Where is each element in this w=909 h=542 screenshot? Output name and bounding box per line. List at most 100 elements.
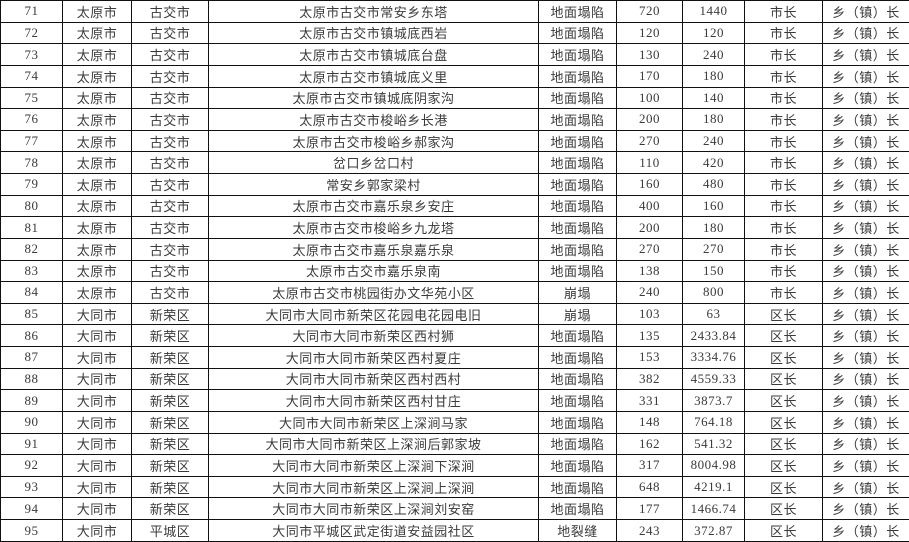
cell-district: 新荣区 <box>131 410 209 434</box>
cell-responsible-town-level: 乡（镇）长 <box>822 173 909 196</box>
cell-value-2: 180 <box>682 108 745 131</box>
cell-row-index: 86 <box>0 324 63 347</box>
cell-district: 古交市 <box>131 259 209 283</box>
cell-value-2: 140 <box>682 86 745 110</box>
cell-value-1: 240 <box>616 281 683 304</box>
cell-responsible-town-level: 乡（镇）长 <box>822 410 909 434</box>
cell-city: 太原市 <box>62 151 132 174</box>
table-row: 79 太原市 古交市 常安乡郭家梁村 地面塌陷 160 480 市长 乡（镇）长 <box>0 173 909 196</box>
cell-city: 太原市 <box>62 129 132 153</box>
cell-district: 古交市 <box>131 194 209 218</box>
cell-responsible-city-level: 区长 <box>744 367 823 391</box>
cell-responsible-town-level: 乡（镇）长 <box>822 194 909 218</box>
cell-row-index: 84 <box>0 281 63 304</box>
cell-responsible-town-level: 乡（镇）长 <box>822 237 909 261</box>
table-row: 90 大同市 新荣区 大同市大同市新荣区上深涧马家 地面塌陷 148 764.18 区长 乡（镇… <box>0 410 909 434</box>
cell-value-1: 103 <box>616 302 683 326</box>
cell-responsible-city-level: 区长 <box>744 346 823 369</box>
cell-row-index: 73 <box>0 43 63 66</box>
cell-value-2: 480 <box>682 173 745 196</box>
cell-location: 太原市古交市桃园街办文华苑小区 <box>208 281 539 304</box>
cell-city: 太原市 <box>62 0 132 23</box>
cell-district: 古交市 <box>131 281 209 304</box>
table-row: 94 大同市 新荣区 大同市大同市新荣区上深涧刘安窑 地面塌陷 177 1466.74 区长乡… <box>0 497 909 520</box>
cell-hazard-type: 地面塌陷 <box>538 475 617 499</box>
cell-hazard-type: 地面塌陷 <box>538 367 617 391</box>
cell-city: 大同市 <box>62 497 132 520</box>
table-row: 87 大同市 新荣区 大同市大同市新荣区西村夏庄 地面塌陷 153 3334.76 区长 乡（镇… <box>0 346 909 369</box>
table-row: 86 大同市 新荣区 大同市大同市新荣区西村狮 地面塌陷 135 2433.84 区长 乡（镇）… <box>0 324 909 347</box>
cell-value-2: 541.32 <box>682 432 745 456</box>
cell-location: 太原市古交市镇城底义里 <box>208 64 539 88</box>
cell-district: 古交市 <box>131 86 209 110</box>
cell-responsible-town-level: 乡（镇）长 <box>822 497 909 520</box>
cell-city: 太原市 <box>62 43 132 66</box>
cell-location: 太原市古交市梭峪乡长港 <box>208 108 539 131</box>
cell-value-1: 270 <box>616 129 683 153</box>
cell-responsible-town-level: 乡（镇）长 <box>822 21 909 45</box>
cell-location: 大同市大同市新荣区上深涧刘安窑 <box>208 497 539 520</box>
cell-value-2: 420 <box>682 151 745 174</box>
table-row: 76 太原市 古交市 太原市古交市梭峪乡长港 地面塌陷 200 180 市长 乡（镇）长 <box>0 108 909 131</box>
cell-hazard-type: 地面塌陷 <box>538 108 617 131</box>
cell-district: 古交市 <box>131 21 209 45</box>
cell-hazard-type: 地面塌陷 <box>538 21 617 45</box>
cell-location: 大同市大同市新荣区上深涧上深涧 <box>208 475 539 499</box>
cell-value-1: 200 <box>616 108 683 131</box>
cell-value-1: 135 <box>616 324 683 347</box>
cell-value-2: 4559.33 <box>682 367 745 391</box>
cell-city: 大同市 <box>62 389 132 412</box>
table-row: 72 太原市 古交市 太原市古交市镇城底西岩 地面塌陷 120 120 市长 乡（镇）长 <box>0 21 909 45</box>
cell-value-2: 160 <box>682 194 745 218</box>
cell-value-1: 648 <box>616 475 683 499</box>
cell-value-1: 100 <box>616 86 683 110</box>
cell-row-index: 89 <box>0 389 63 412</box>
cell-city: 太原市 <box>62 108 132 131</box>
cell-district: 古交市 <box>131 43 209 66</box>
cell-value-1: 720 <box>616 0 683 23</box>
cell-location: 常安乡郭家梁村 <box>208 173 539 196</box>
cell-location: 太原市古交市镇城底西岩 <box>208 21 539 45</box>
cell-responsible-town-level: 乡（镇）长 <box>822 64 909 88</box>
cell-row-index: 85 <box>0 302 63 326</box>
cell-value-1: 317 <box>616 454 683 477</box>
cell-value-2: 800 <box>682 281 745 304</box>
cell-value-1: 110 <box>616 151 683 174</box>
cell-value-1: 120 <box>616 21 683 45</box>
cell-responsible-town-level: 乡（镇）长 <box>822 151 909 174</box>
cell-location: 岔口乡岔口村 <box>208 151 539 174</box>
cell-location: 大同市平城区武定街道安益园社区 <box>208 519 539 542</box>
cell-hazard-type: 地面塌陷 <box>538 454 617 477</box>
cell-value-1: 200 <box>616 216 683 239</box>
cell-value-1: 243 <box>616 519 683 542</box>
cell-responsible-city-level: 区长 <box>744 324 823 347</box>
cell-city: 大同市 <box>62 432 132 456</box>
cell-responsible-town-level: 乡（镇）长 <box>822 108 909 131</box>
cell-responsible-town-level: 乡（镇）长 <box>822 346 909 369</box>
table-row: 95 大同市 平城区 大同市平城区武定街道安益园社区 地裂缝 243 372.87 区长 乡（镇… <box>0 519 909 542</box>
cell-row-index: 78 <box>0 151 63 174</box>
cell-value-1: 331 <box>616 389 683 412</box>
cell-responsible-town-level: 乡（镇）长 <box>822 432 909 456</box>
cell-responsible-town-level: 乡（镇）长 <box>822 324 909 347</box>
cell-hazard-type: 地面塌陷 <box>538 173 617 196</box>
table-row: 71 太原市 古交市 太原市古交市常安乡东塔 地面塌陷 720 1440 市长 乡（镇）长 <box>0 0 909 23</box>
cell-hazard-type: 崩塌 <box>538 281 617 304</box>
cell-location: 大同市大同市新荣区西村甘庄 <box>208 389 539 412</box>
cell-row-index: 74 <box>0 64 63 88</box>
cell-responsible-city-level: 市长 <box>744 108 823 131</box>
cell-value-2: 63 <box>682 302 745 326</box>
cell-row-index: 83 <box>0 259 63 283</box>
cell-hazard-type: 地面塌陷 <box>538 64 617 88</box>
cell-row-index: 77 <box>0 129 63 153</box>
cell-value-2: 180 <box>682 64 745 88</box>
cell-location: 大同市大同市新荣区上深涧下深涧 <box>208 454 539 477</box>
cell-value-2: 8004.98 <box>682 454 745 477</box>
cell-row-index: 93 <box>0 475 63 499</box>
cell-responsible-town-level: 乡（镇）长 <box>822 475 909 499</box>
cell-hazard-type: 地面塌陷 <box>538 151 617 174</box>
cell-value-1: 270 <box>616 237 683 261</box>
cell-responsible-city-level: 市长 <box>744 64 823 88</box>
cell-district: 古交市 <box>131 173 209 196</box>
